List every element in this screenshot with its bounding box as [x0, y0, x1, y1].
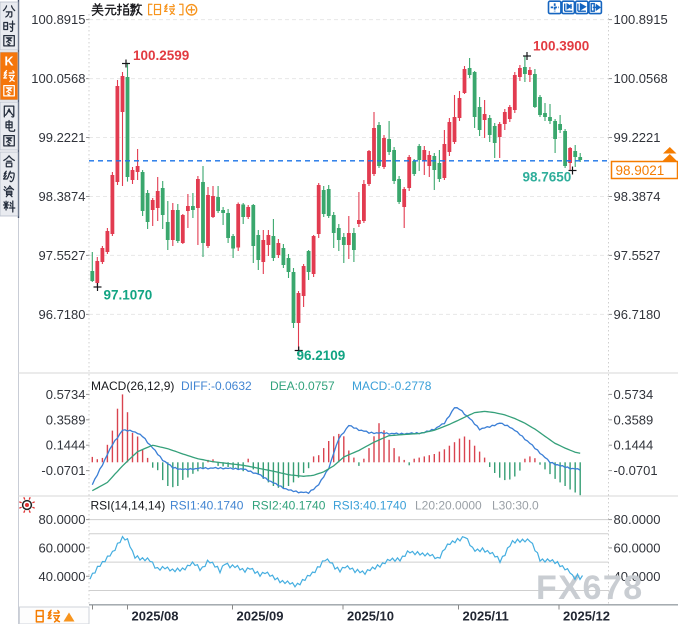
svg-text:40.0000: 40.0000 — [614, 569, 661, 584]
svg-text:98.7650: 98.7650 — [523, 170, 572, 185]
svg-text:DEA:0.0757: DEA:0.0757 — [270, 379, 335, 393]
svg-text:40.0000: 40.0000 — [39, 569, 86, 584]
svg-text:RSI1:40.1740: RSI1:40.1740 — [170, 499, 244, 513]
svg-text:0.3589: 0.3589 — [614, 412, 654, 427]
svg-text:100.2599: 100.2599 — [133, 48, 189, 63]
svg-text:99.2221: 99.2221 — [39, 130, 86, 145]
svg-text:99.2221: 99.2221 — [614, 130, 661, 145]
svg-text:DIFF:-0.0632: DIFF:-0.0632 — [181, 379, 252, 393]
svg-text:98.3874: 98.3874 — [39, 189, 86, 204]
svg-text:80.0000: 80.0000 — [39, 512, 86, 527]
svg-text:100.0568: 100.0568 — [614, 71, 668, 86]
svg-text:98.9021: 98.9021 — [616, 163, 665, 178]
svg-text:100.0568: 100.0568 — [31, 71, 85, 86]
svg-text:100.8915: 100.8915 — [31, 12, 85, 27]
svg-text:80.0000: 80.0000 — [614, 512, 661, 527]
svg-text:0.5734: 0.5734 — [46, 387, 86, 402]
svg-text:0.3589: 0.3589 — [46, 412, 86, 427]
svg-text:RSI2:40.1740: RSI2:40.1740 — [252, 499, 326, 513]
svg-text:96.7180: 96.7180 — [39, 307, 86, 322]
svg-text:K: K — [4, 54, 13, 68]
svg-text:97.1070: 97.1070 — [104, 288, 153, 303]
svg-text:96.7180: 96.7180 — [614, 307, 661, 322]
svg-text:-0.0701: -0.0701 — [614, 463, 658, 478]
svg-text:RSI3:40.1740: RSI3:40.1740 — [333, 499, 407, 513]
svg-text:-0.0701: -0.0701 — [41, 463, 85, 478]
svg-text:98.3874: 98.3874 — [614, 189, 661, 204]
svg-text:MACD:-0.2778: MACD:-0.2778 — [352, 379, 432, 393]
svg-text:L30:30.0: L30:30.0 — [492, 499, 539, 513]
svg-text:L20:20.0000: L20:20.0000 — [415, 499, 482, 513]
svg-text:2025/09: 2025/09 — [237, 609, 284, 624]
svg-text:2025/11: 2025/11 — [463, 609, 509, 624]
svg-text:100.8915: 100.8915 — [614, 12, 668, 27]
svg-text:60.0000: 60.0000 — [39, 540, 86, 555]
svg-text:97.5527: 97.5527 — [614, 248, 661, 263]
svg-text:97.5527: 97.5527 — [39, 248, 86, 263]
svg-text:MACD(26,12,9): MACD(26,12,9) — [91, 379, 174, 393]
svg-text:0.1444: 0.1444 — [46, 438, 86, 453]
svg-text:2025/12: 2025/12 — [563, 609, 610, 624]
svg-text:60.0000: 60.0000 — [614, 540, 661, 555]
svg-text:96.2109: 96.2109 — [297, 348, 346, 363]
svg-text:2025/10: 2025/10 — [347, 609, 394, 624]
svg-text:FX678: FX678 — [536, 569, 644, 607]
svg-text:2025/08: 2025/08 — [132, 609, 179, 624]
svg-text:100.3900: 100.3900 — [533, 39, 589, 54]
svg-text:0.1444: 0.1444 — [614, 438, 654, 453]
svg-text:RSI(14,14,14): RSI(14,14,14) — [91, 499, 166, 513]
svg-text:0.5734: 0.5734 — [614, 387, 654, 402]
